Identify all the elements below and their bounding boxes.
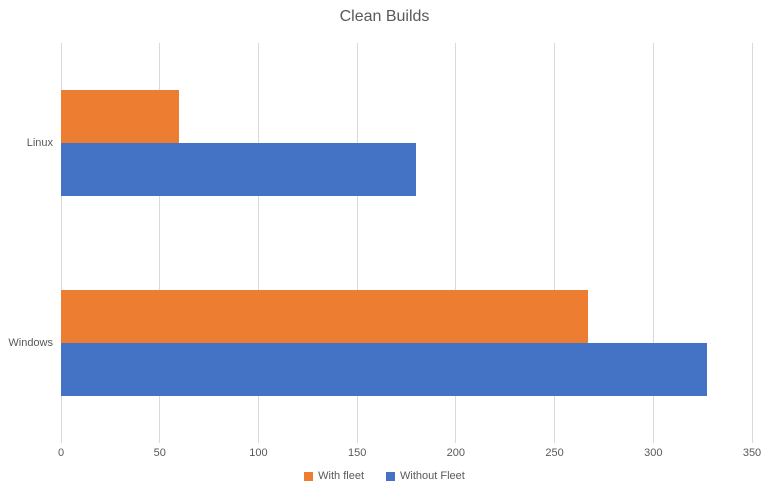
x-axis: 0 50 100 150 200 250 300 350 (57, 447, 761, 461)
legend-label: Without Fleet (400, 470, 465, 482)
y-category-label: Windows (8, 337, 53, 349)
bar-linux-with-fleet (61, 90, 180, 143)
plot-area (60, 43, 753, 443)
x-tick-label: 200 (446, 447, 466, 459)
x-tick-label: 0 (57, 447, 65, 459)
x-tick-label: 250 (545, 447, 564, 459)
legend-swatch-icon (386, 471, 396, 481)
x-tick-label: 150 (347, 447, 367, 459)
gridline (455, 43, 457, 443)
gridline (751, 43, 753, 443)
bar-linux-without-fleet (61, 143, 417, 196)
legend-swatch-icon (304, 471, 314, 481)
gridline (554, 43, 556, 443)
gridline (356, 43, 358, 443)
x-tick-label: 100 (249, 447, 268, 459)
y-axis-labels: Linux Windows (0, 43, 53, 443)
legend-item: With fleet (304, 470, 364, 482)
legend-item: Without Fleet (386, 470, 465, 482)
y-category-label: Linux (26, 137, 53, 149)
x-tick-label: 300 (644, 447, 663, 459)
legend: With fleet Without Fleet (0, 470, 769, 482)
gridline (257, 43, 259, 443)
bar-windows-without-fleet (61, 343, 707, 396)
gridline (60, 43, 62, 443)
bar-windows-with-fleet (61, 290, 589, 343)
chart-title: Clean Builds (339, 8, 430, 25)
x-tick-label: 350 (742, 447, 762, 459)
x-tick-label: 50 (153, 447, 166, 459)
gridline (159, 43, 161, 443)
gridline (652, 43, 654, 443)
legend-label: With fleet (318, 470, 365, 482)
